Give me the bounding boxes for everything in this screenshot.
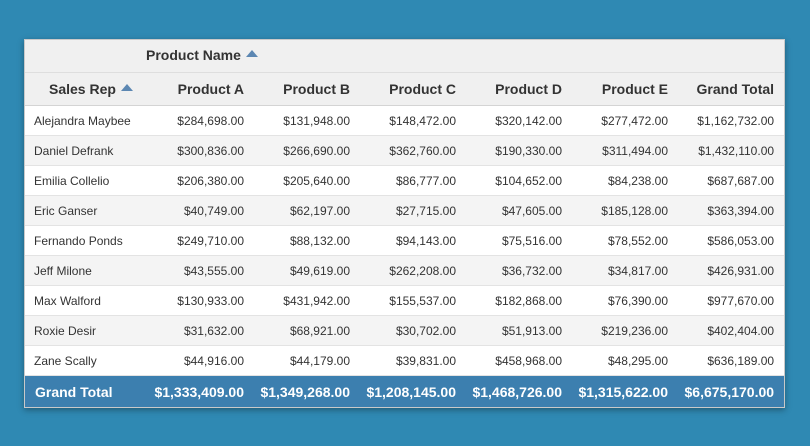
sales-rep-cell: Zane Scally xyxy=(25,345,154,376)
value-cell: $44,916.00 xyxy=(154,345,254,376)
value-cell: $311,494.00 xyxy=(572,135,678,166)
value-cell: $320,142.00 xyxy=(466,105,572,136)
grand-total-cell: $1,468,726.00 xyxy=(466,375,572,407)
value-cell: $130,933.00 xyxy=(154,285,254,316)
column-header-product-d[interactable]: Product D xyxy=(466,72,572,106)
table-row: Max Walford $130,933.00 $431,942.00 $155,53… xyxy=(25,285,785,316)
value-cell: $40,749.00 xyxy=(154,195,254,226)
value-cell: $75,516.00 xyxy=(466,225,572,256)
value-cell: $431,942.00 xyxy=(254,285,360,316)
row-total-cell: $402,404.00 xyxy=(678,315,785,346)
value-cell: $300,836.00 xyxy=(154,135,254,166)
value-cell: $47,605.00 xyxy=(466,195,572,226)
sales-rep-cell: Emilia Collelio xyxy=(25,165,154,196)
sales-rep-cell: Fernando Ponds xyxy=(25,225,154,256)
column-header-product-a[interactable]: Product A xyxy=(154,72,254,106)
value-cell: $30,702.00 xyxy=(360,315,466,346)
grand-total-label: Grand Total xyxy=(25,375,154,407)
value-cell: $31,632.00 xyxy=(154,315,254,346)
row-field-sales-rep[interactable]: Sales Rep xyxy=(25,72,154,106)
column-field-product-name[interactable]: Product Name xyxy=(146,47,258,63)
pivot-grid: Product Name Sales Rep Product A Product … xyxy=(24,39,785,408)
value-cell: $84,238.00 xyxy=(572,165,678,196)
sales-rep-cell: Eric Ganser xyxy=(25,195,154,226)
grand-total-cell: $1,333,409.00 xyxy=(154,375,254,407)
value-cell: $131,948.00 xyxy=(254,105,360,136)
value-cell: $86,777.00 xyxy=(360,165,466,196)
row-total-cell: $586,053.00 xyxy=(678,225,785,256)
value-cell: $68,921.00 xyxy=(254,315,360,346)
value-cell: $205,640.00 xyxy=(254,165,360,196)
table-row: Emilia Collelio $206,380.00 $205,640.00 $86… xyxy=(25,165,785,196)
sort-ascending-icon[interactable] xyxy=(245,49,258,57)
value-cell: $249,710.00 xyxy=(154,225,254,256)
grand-total-cell: $1,315,622.00 xyxy=(572,375,678,407)
row-total-cell: $636,189.00 xyxy=(678,345,785,376)
table-row: Daniel Defrank $300,836.00 $266,690.00 $362… xyxy=(25,135,785,166)
value-cell: $219,236.00 xyxy=(572,315,678,346)
value-cell: $34,817.00 xyxy=(572,255,678,286)
column-header-product-e[interactable]: Product E xyxy=(572,72,678,106)
value-cell: $155,537.00 xyxy=(360,285,466,316)
overall-grand-total-cell: $6,675,170.00 xyxy=(678,375,785,407)
column-field-area: Product Name xyxy=(25,40,785,73)
sales-rep-cell: Daniel Defrank xyxy=(25,135,154,166)
value-cell: $88,132.00 xyxy=(254,225,360,256)
value-cell: $182,868.00 xyxy=(466,285,572,316)
row-field-label: Sales Rep xyxy=(49,81,116,97)
value-cell: $94,143.00 xyxy=(360,225,466,256)
value-cell: $104,652.00 xyxy=(466,165,572,196)
value-cell: $51,913.00 xyxy=(466,315,572,346)
empty-corner-cell xyxy=(25,40,154,73)
value-cell: $62,197.00 xyxy=(254,195,360,226)
value-cell: $43,555.00 xyxy=(154,255,254,286)
sales-rep-cell: Max Walford xyxy=(25,285,154,316)
table-row: Fernando Ponds $249,710.00 $88,132.00 $94,1… xyxy=(25,225,785,256)
column-header-product-c[interactable]: Product C xyxy=(360,72,466,106)
sales-rep-cell: Jeff Milone xyxy=(25,255,154,286)
row-total-cell: $426,931.00 xyxy=(678,255,785,286)
sales-rep-cell: Roxie Desir xyxy=(25,315,154,346)
value-cell: $49,619.00 xyxy=(254,255,360,286)
value-cell: $277,472.00 xyxy=(572,105,678,136)
table-row: Zane Scally $44,916.00 $44,179.00 $39,831.0… xyxy=(25,345,785,376)
value-cell: $266,690.00 xyxy=(254,135,360,166)
value-cell: $148,472.00 xyxy=(360,105,466,136)
sales-rep-cell: Alejandra Maybee xyxy=(25,105,154,136)
value-cell: $185,128.00 xyxy=(572,195,678,226)
row-total-cell: $687,687.00 xyxy=(678,165,785,196)
column-header-row: Sales Rep Product A Product B Product C Pro… xyxy=(25,72,785,106)
value-cell: $36,732.00 xyxy=(466,255,572,286)
table-row: Roxie Desir $31,632.00 $68,921.00 $30,702.0… xyxy=(25,315,785,346)
sort-ascending-icon[interactable] xyxy=(120,83,133,91)
table-row: Eric Ganser $40,749.00 $62,197.00 $27,715.0… xyxy=(25,195,785,226)
value-cell: $362,760.00 xyxy=(360,135,466,166)
table-row: Jeff Milone $43,555.00 $49,619.00 $262,208.… xyxy=(25,255,785,286)
value-cell: $39,831.00 xyxy=(360,345,466,376)
grand-total-cell: $1,208,145.00 xyxy=(360,375,466,407)
value-cell: $27,715.00 xyxy=(360,195,466,226)
value-cell: $284,698.00 xyxy=(154,105,254,136)
pivot-table: Product Name Sales Rep Product A Product … xyxy=(25,40,785,407)
value-cell: $262,208.00 xyxy=(360,255,466,286)
value-cell: $206,380.00 xyxy=(154,165,254,196)
grand-total-cell: $1,349,268.00 xyxy=(254,375,360,407)
row-total-cell: $363,394.00 xyxy=(678,195,785,226)
column-header-product-b[interactable]: Product B xyxy=(254,72,360,106)
value-cell: $78,552.00 xyxy=(572,225,678,256)
row-total-cell: $1,432,110.00 xyxy=(678,135,785,166)
value-cell: $44,179.00 xyxy=(254,345,360,376)
grand-total-row: Grand Total $1,333,409.00 $1,349,268.00 $1… xyxy=(25,375,785,407)
row-total-cell: $1,162,732.00 xyxy=(678,105,785,136)
column-field-label: Product Name xyxy=(146,47,241,63)
value-cell: $458,968.00 xyxy=(466,345,572,376)
column-header-grand-total[interactable]: Grand Total xyxy=(678,72,785,106)
row-total-cell: $977,670.00 xyxy=(678,285,785,316)
value-cell: $190,330.00 xyxy=(466,135,572,166)
data-rows: Alejandra Maybee $284,698.00 $131,948.00 $1… xyxy=(25,105,785,376)
value-cell: $76,390.00 xyxy=(572,285,678,316)
table-row: Alejandra Maybee $284,698.00 $131,948.00 $1… xyxy=(25,105,785,136)
value-cell: $48,295.00 xyxy=(572,345,678,376)
